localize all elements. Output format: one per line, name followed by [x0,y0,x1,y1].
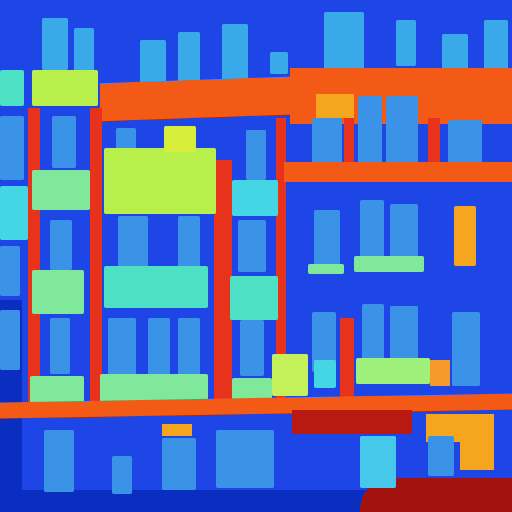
ledge-right-mid [284,162,512,182]
window-top-9 [442,34,468,72]
sign-block [104,148,216,214]
window-top-6 [270,52,288,74]
balcony-4-right [356,358,430,384]
ground-window-5 [360,436,396,488]
window-3-6 [360,200,384,260]
window-3-7 [390,204,418,262]
ground-window-6 [428,436,454,476]
window-4-1 [0,310,20,370]
window-2-3 [116,128,136,150]
balcony-top-left-b [32,70,98,106]
window-3-amber [454,206,476,266]
window-top-5 [222,24,248,86]
window-3-2 [118,216,148,268]
sign-top [164,126,196,152]
balcony-3-mid-a [104,266,208,308]
window-top-10 [484,20,508,72]
dark-red-strip [292,410,412,434]
balcony-2-mid [232,180,278,216]
balcony-3-mid-b [230,276,278,320]
window-4-10 [452,312,480,386]
window-3-8 [0,246,20,296]
balcony-4-small [314,360,336,388]
balcony-top-left-a [0,70,24,106]
pillar-7 [340,318,354,398]
ground-window-4 [216,430,274,488]
pillar-5 [344,118,354,178]
window-4-5 [178,318,200,376]
ground-window-2 [112,456,132,494]
balcony-2-left-b [32,170,90,210]
ground-amber-1 [162,424,192,436]
ground-window-1 [44,430,74,492]
pillar-2 [90,108,102,408]
balcony-3-left [32,270,84,314]
window-4-9 [390,306,418,360]
window-top-1 [42,18,68,70]
window-2-8 [448,120,482,168]
window-4-4 [148,318,170,376]
window-3-5 [314,210,340,268]
pillar-3 [214,160,232,400]
window-3-1 [50,220,72,270]
window-3-4 [238,220,266,272]
amber-patch [316,94,354,118]
window-4-2 [50,318,70,374]
ground-amber-3 [460,414,494,470]
pillar-4 [276,118,286,408]
window-top-8 [396,20,416,66]
window-top-4 [178,32,200,86]
window-top-2 [74,28,94,72]
pillar-left [28,108,40,408]
window-2-2 [52,116,76,168]
window-2-6 [358,96,382,168]
window-4-8 [362,304,384,360]
window-2-4 [246,130,266,180]
ground-window-3 [162,438,196,490]
window-2-7 [386,96,418,168]
window-2-1 [0,116,24,180]
window-top-7 [324,12,364,70]
window-3-3 [178,216,200,268]
balcony-4-right-orange [430,360,450,386]
balcony-2-left-a [0,186,28,240]
window-4-3 [108,318,136,376]
balcony-4-yellow [272,354,308,396]
balcony-3-right-a [308,264,344,274]
window-4-6 [240,320,264,376]
window-top-3 [140,40,166,86]
balcony-3-right-b [354,256,424,272]
